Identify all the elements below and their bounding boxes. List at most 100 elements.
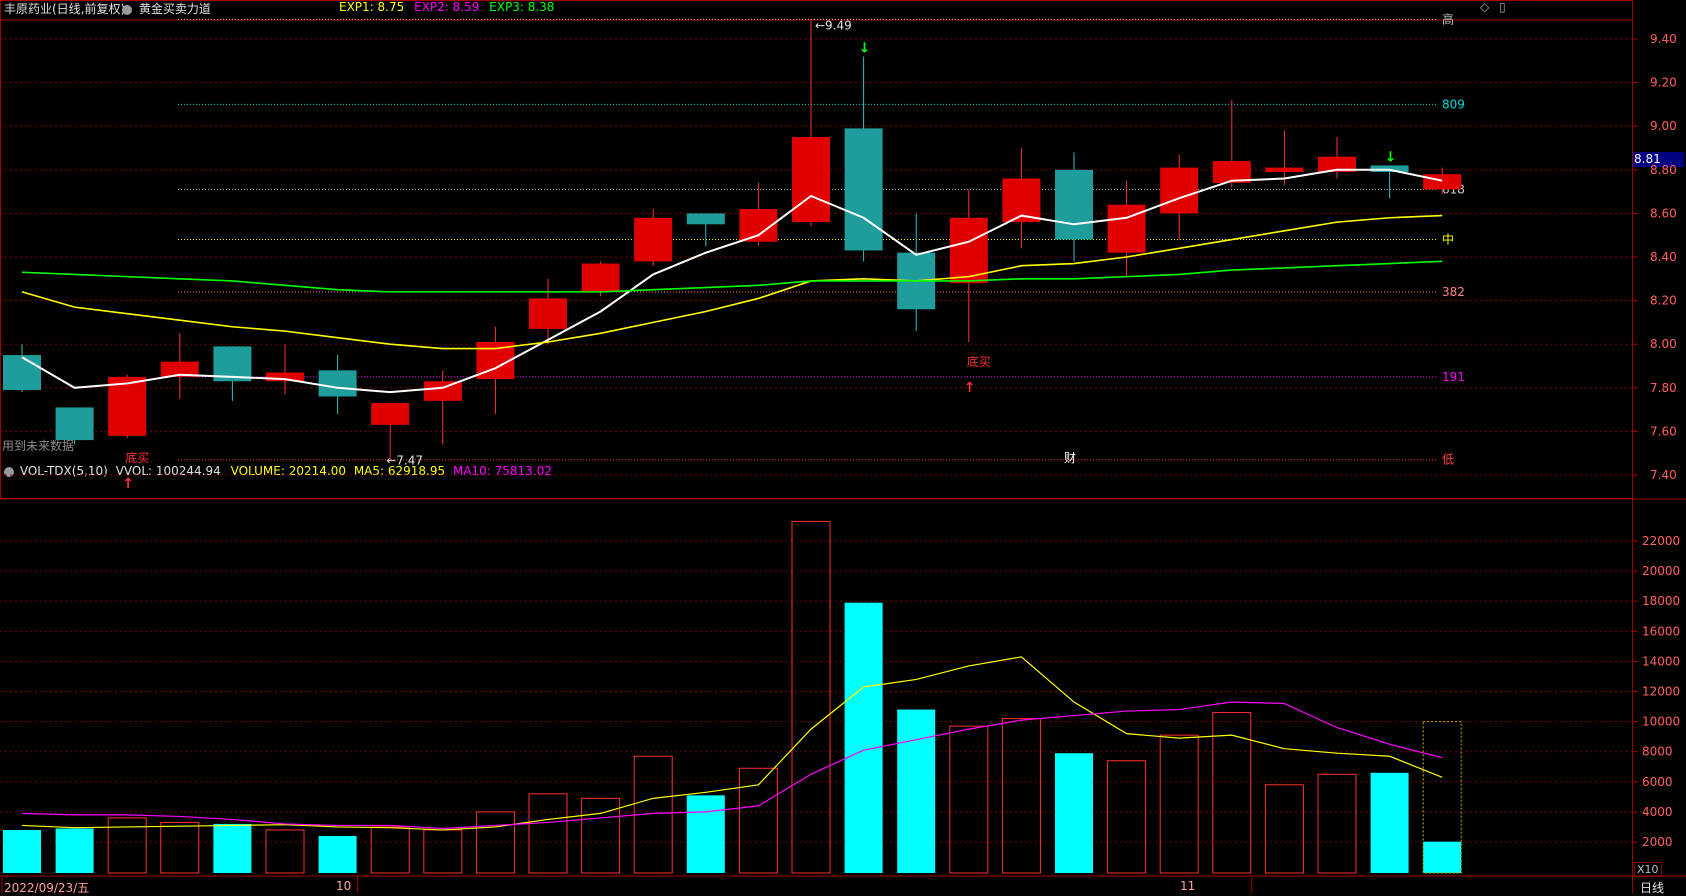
volume-line-ma5 [21,656,1443,831]
candle-body [3,355,41,390]
volume-bar [949,725,989,874]
candle-body [318,370,357,397]
level-label-0: 高 [1442,11,1454,26]
volume-tick-label: 14000 [1642,654,1680,668]
volume-tick-label: 22000 [1642,534,1680,548]
stock-title: 丰原药业(日线,前复权) [4,0,125,17]
volume-bar [1055,753,1093,873]
buy-arrow-icon: ↑ [122,476,134,492]
volume-chevron-icon[interactable] [4,466,14,477]
candle-body [1055,169,1093,240]
candle-body [1318,156,1356,172]
volume-tick-label: 10000 [1642,715,1680,729]
candle-body [1265,167,1304,172]
exp2-value: EXP2: 8.59 [414,0,480,14]
candle-body [160,361,199,377]
high-marker: ←9.49 [815,18,852,32]
volume-bar [160,821,200,874]
volume-tick-label: 18000 [1642,594,1680,608]
indicator-name: 黄金买卖力道 [138,2,211,16]
buy-signal-label: 底买 [967,354,991,369]
volume-tick-label: 12000 [1642,685,1680,699]
volume-bar [738,767,778,874]
volume-bar [897,709,936,873]
volume-bar [475,811,515,874]
chevron-down-icon [122,4,132,15]
volume-bar [844,602,883,873]
volume-tick-label: 20000 [1642,564,1680,578]
volume-bar [1159,734,1199,874]
volume-bar [1264,784,1304,874]
candle-body [1423,174,1462,190]
price-tick-label: 9.00 [1650,119,1677,133]
indicator-selector[interactable]: 黄金买卖力道 [122,0,211,17]
volume-bar [423,829,463,874]
panel-controls: ◇ ▯ [1480,0,1506,14]
current-price-tag: 8.81 [1632,152,1684,167]
candle-body [423,381,462,401]
volume-bar [1423,841,1462,873]
exp1-value: EXP1: 8.75 [339,0,405,14]
price-tick-label: 8.40 [1650,250,1677,264]
volume-forecast-box [1422,721,1462,874]
price-tick-label: 8.20 [1650,294,1677,308]
volume-bar [318,835,357,873]
candle-body [108,376,147,436]
sell-arrow-icon: ↓ [859,40,871,56]
price-tick-label: 9.20 [1650,76,1677,90]
exp3-value: EXP3: 8.38 [489,0,555,14]
line-exp1 [21,168,1443,394]
sell-arrow-icon: ↓ [1385,149,1397,165]
level-label-6: 低 [1442,453,1454,467]
candle-body [949,217,988,284]
candle-body [1160,167,1199,214]
price-panel-frame [0,0,1633,499]
candle-body [529,298,567,329]
price-tick-label: 7.80 [1650,381,1677,395]
exp-readout: EXP1: 8.75 EXP2: 8.59 EXP3: 8.38 [339,0,554,14]
volume-bar [686,795,725,873]
volume-bar [1317,773,1357,874]
candle-body [1212,161,1251,183]
volume-tick-label: 6000 [1642,775,1673,789]
volume-line-ma10 [21,701,1443,830]
volume-bar [1107,760,1147,874]
diamond-icon[interactable]: ◇ [1480,0,1490,14]
volume-bar [107,817,147,874]
line-exp2 [21,214,1443,350]
volume-bar [1212,712,1252,874]
buy-arrow-icon: ↑ [964,380,976,396]
volume-value: VOLUME: 20214.00 [230,464,346,478]
volume-bar [1001,718,1041,874]
buy-signal-label: 底买 [125,450,149,465]
level-label-4: 382 [1442,285,1465,299]
volume-bar [213,823,252,873]
low-marker: ←7.47 [386,454,423,468]
financial-marker[interactable]: 财 [1064,451,1077,465]
volume-bar [581,797,621,874]
x-label-nov: 11 [1180,879,1196,893]
volume-bar [265,829,305,874]
volume-bar [370,826,410,874]
candle-body [792,137,830,223]
window-restore-icon[interactable]: ▯ [1499,0,1506,14]
volume-tick-label: 2000 [1642,835,1673,849]
volume-bar [1370,772,1409,873]
volume-tick-label: 8000 [1642,745,1673,759]
price-tick-label: 8.60 [1650,206,1677,220]
stock-name: 丰原药业(日线,前复权) [4,2,126,16]
price-tick-label: 7.60 [1650,424,1677,438]
volume-bar [791,520,831,874]
future-data-note: 用到未来数据 [2,439,75,453]
level-label-3: 中 [1442,232,1454,247]
candle-body [1370,165,1409,172]
price-tick-label: 8.80 [1650,163,1677,177]
candle-body [686,213,725,225]
ma10-value: MA10: 75813.02 [452,464,552,478]
price-tick-label: 7.40 [1650,468,1677,482]
price-tick-label: 9.40 [1650,32,1677,46]
period-label[interactable]: 日线 [1640,881,1665,895]
current-price: 8.81 [1634,152,1661,166]
candle-body [634,217,673,262]
